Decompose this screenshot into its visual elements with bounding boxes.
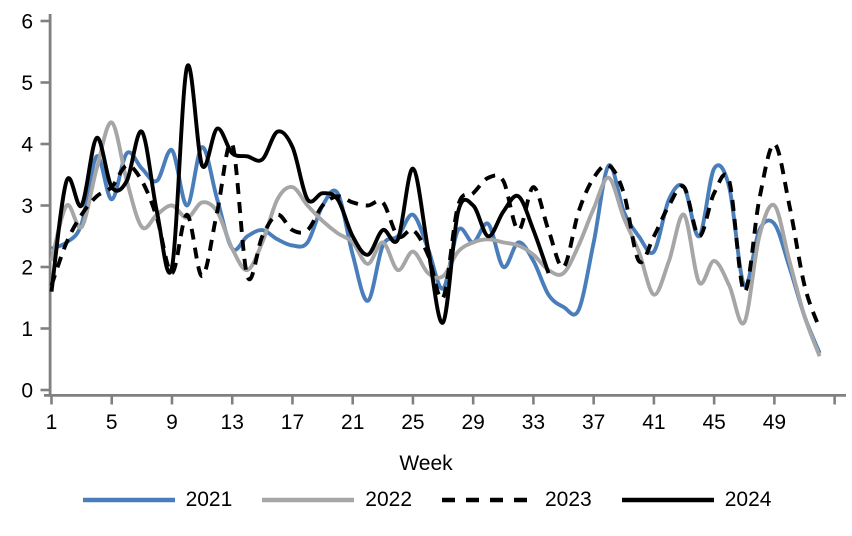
series-line-2021 [50,145,822,354]
x-tick-label: 5 [106,411,118,434]
legend-label-2022: 2022 [365,488,412,511]
legend-swatch-2022 [262,497,355,503]
legend-item-2023: 2023 [440,488,592,512]
legend-swatch-2021 [82,497,175,503]
x-tick-label: 13 [221,411,244,434]
legend-label-2024: 2024 [724,488,772,511]
y-tick-label: 6 [21,11,33,34]
y-tick-label: 4 [21,134,33,157]
legend: 2021 2022 2023 2024 [0,488,852,512]
x-tick-label: 49 [763,411,786,434]
legend-label-2023: 2023 [545,488,592,511]
x-tick-label: 25 [401,411,424,434]
y-tick-label: 1 [21,318,33,341]
legend-item-2024: 2024 [620,488,772,512]
x-tick-label: 41 [642,411,665,434]
legend-swatch-2023 [442,497,534,503]
x-tick-label: 9 [166,411,178,434]
y-tick-label: 0 [21,380,33,403]
x-tick-label: 45 [702,411,725,434]
x-tick-label: 1 [46,411,58,434]
series-line-2022 [49,120,822,357]
y-tick-label: 3 [21,195,33,218]
legend-item-2022: 2022 [260,488,412,512]
x-tick-label: 33 [522,411,545,434]
y-tick-label: 2 [21,257,33,280]
legend-swatch-2024 [621,497,714,503]
x-tick-label: 37 [582,411,605,434]
y-tick-label: 5 [21,72,33,95]
series-line-2024 [49,63,551,325]
series-line-2023 [49,140,822,330]
legend-label-2021: 2021 [185,488,233,511]
x-tick-label: 21 [341,411,364,434]
x-tick-label: 29 [462,411,485,434]
legend-item-2021: 2021 [81,488,233,512]
x-tick-label: 17 [281,411,304,434]
x-axis-title: Week [399,452,453,475]
